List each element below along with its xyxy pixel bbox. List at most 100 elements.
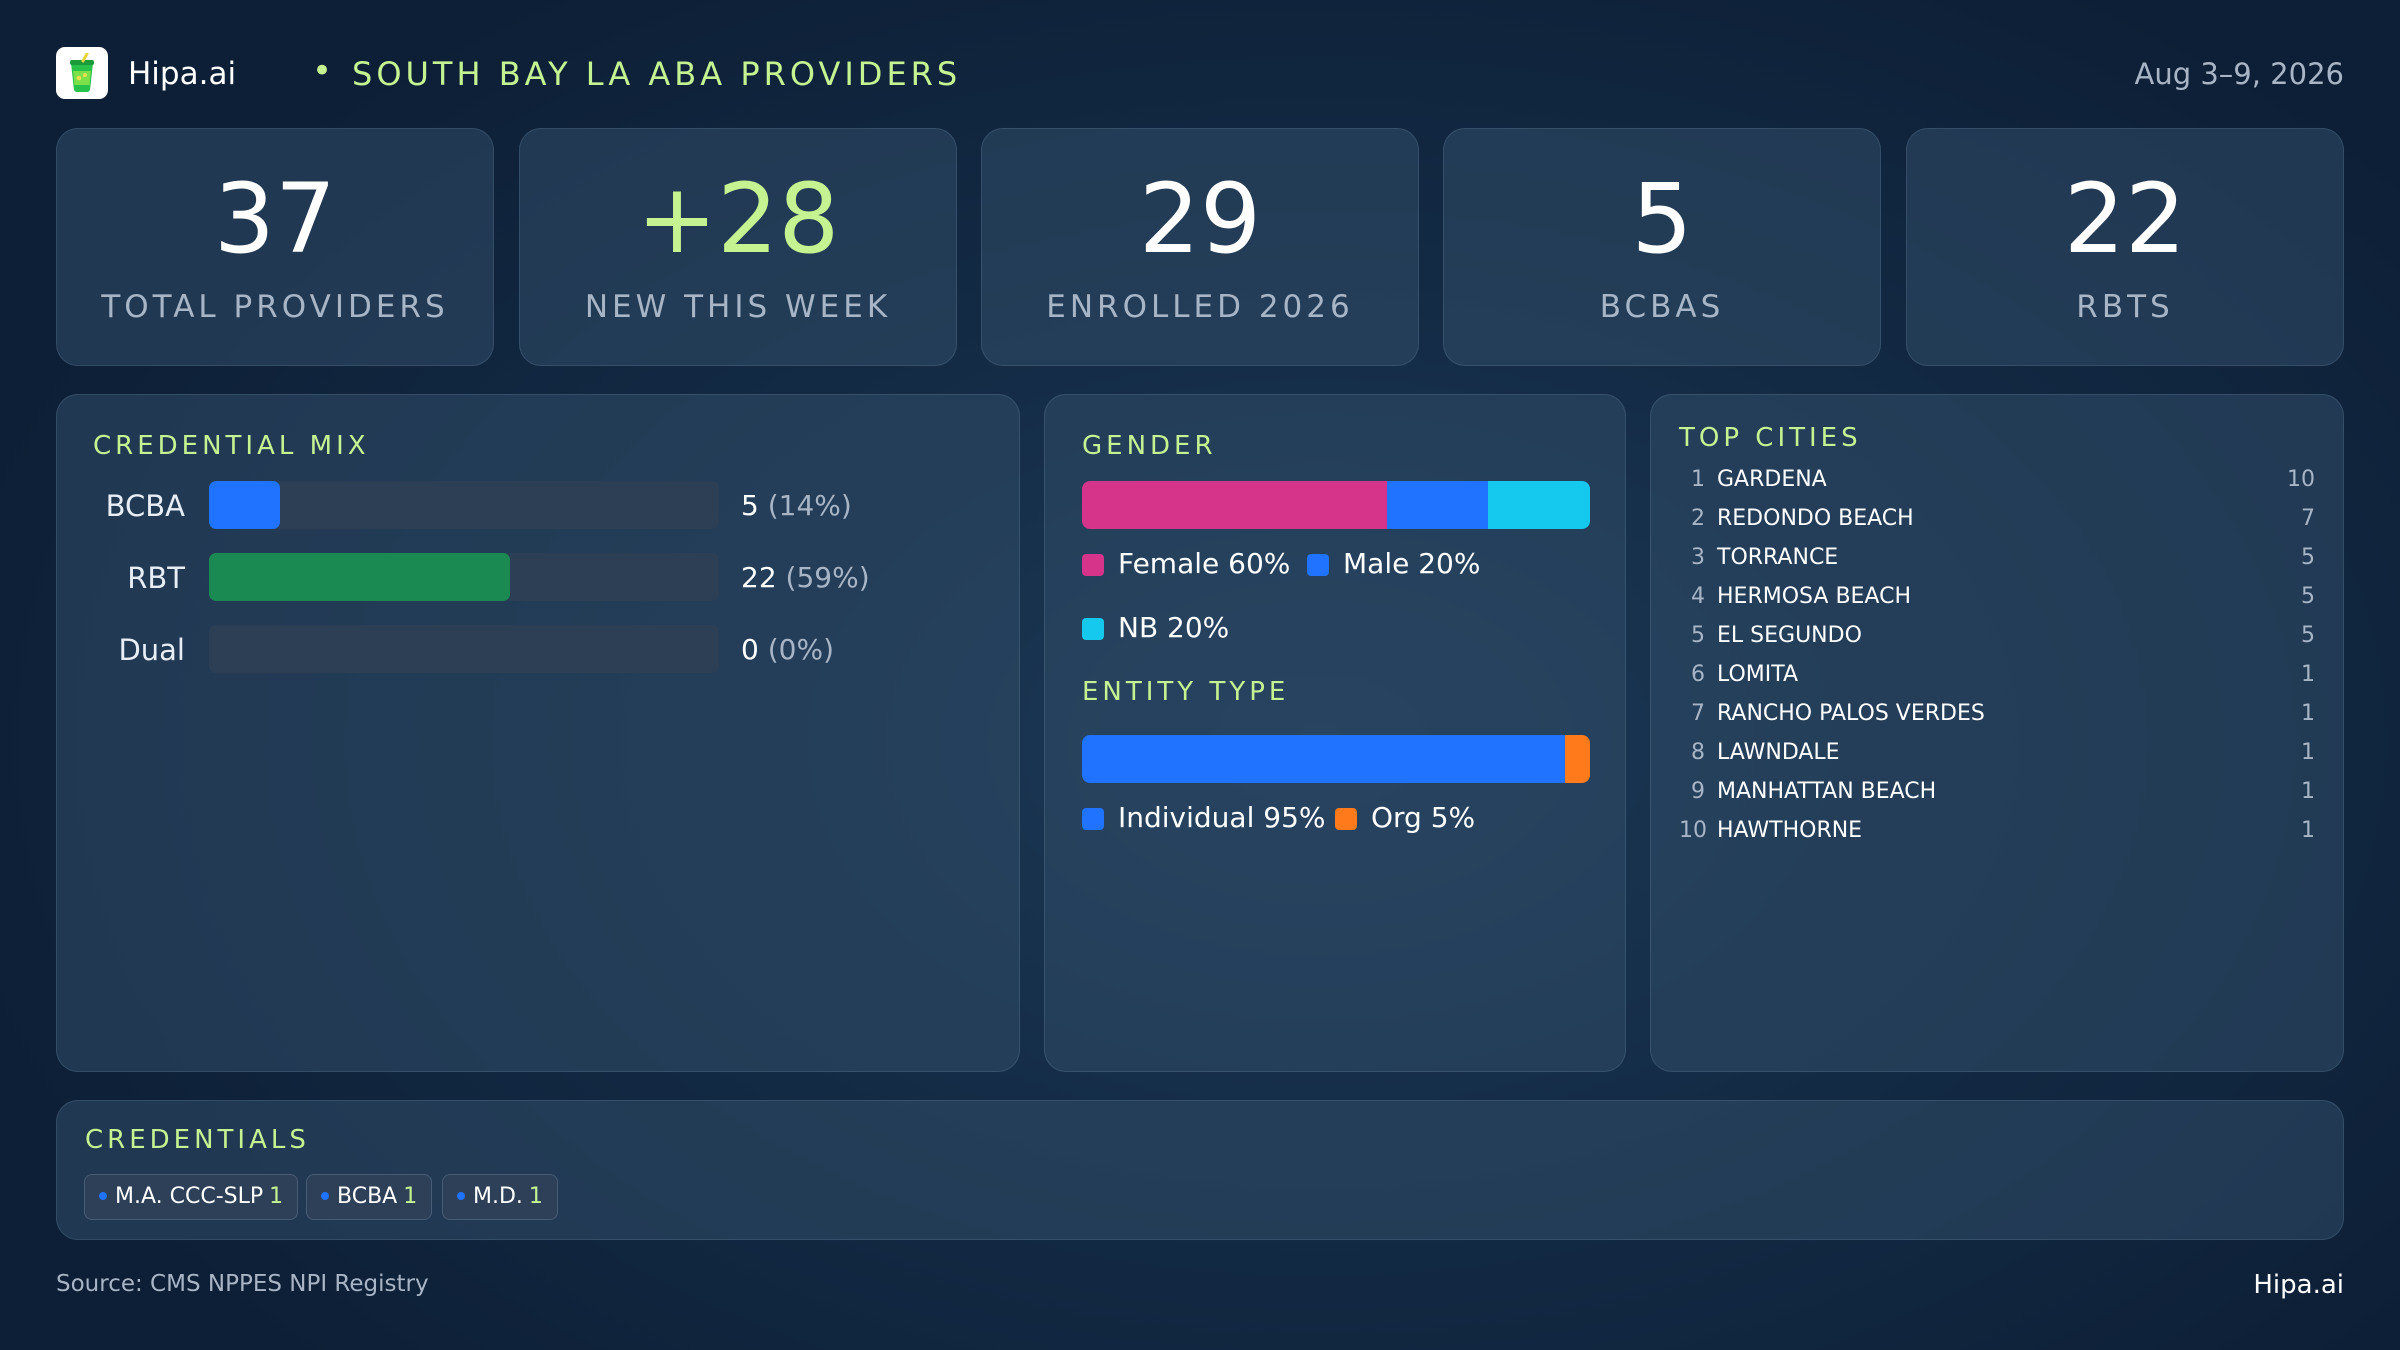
city-row: 6 LOMITA 1 xyxy=(1679,662,2315,698)
gender-entity-panel: GENDER Female 60% Male 20% NB 20% ENTITY… xyxy=(1044,394,1626,1072)
legend-swatch xyxy=(1335,808,1357,830)
legend-org: Org 5% xyxy=(1335,801,1475,834)
city-name: HERMOSA BEACH xyxy=(1717,584,1912,609)
title-separator: • xyxy=(312,51,333,91)
credentials-panel: CREDENTIALS xyxy=(56,1100,2344,1240)
credential-chip[interactable]: M.A. CCC-SLP 1 xyxy=(84,1174,299,1220)
credential-label: RBT xyxy=(127,561,185,595)
top-cities-title: TOP CITIES xyxy=(1679,423,1862,453)
entity-type-title: ENTITY TYPE xyxy=(1082,677,1290,707)
city-name: EL SEGUNDO xyxy=(1717,623,1862,648)
stacked-bar-segment xyxy=(1386,481,1489,529)
city-count: 5 xyxy=(2301,545,2315,570)
city-name: REDONDO BEACH xyxy=(1717,506,1914,531)
credential-chip[interactable]: M.D. 1 xyxy=(442,1174,558,1220)
date-range: Aug 3–9, 2026 xyxy=(2134,57,2345,91)
chip-dot xyxy=(99,1192,107,1200)
stacked-bar-segment xyxy=(1488,481,1590,529)
city-rank: 4 xyxy=(1691,584,1705,609)
city-row: 5 EL SEGUNDO 5 xyxy=(1679,623,2315,659)
legend-male: Male 20% xyxy=(1307,547,1480,580)
kpi-value: 5 xyxy=(1631,163,1693,275)
city-rank: 5 xyxy=(1691,623,1705,648)
kpi-card-enrolled-2026: 29 ENROLLED 2026 xyxy=(981,128,1419,366)
city-name: HAWTHORNE xyxy=(1717,818,1863,843)
credential-row-rbt: RBT 22 (59%) xyxy=(93,553,870,601)
kpi-card-bcbas: 5 BCBAS xyxy=(1443,128,1881,366)
kpi-value: 29 xyxy=(1138,163,1262,275)
city-count: 1 xyxy=(2301,662,2315,687)
city-name: RANCHO PALOS VERDES xyxy=(1717,701,1985,726)
gender-title: GENDER xyxy=(1082,431,1217,461)
kpi-card-total-providers: 37 TOTAL PROVIDERS xyxy=(56,128,494,366)
city-name: TORRANCE xyxy=(1717,545,1839,570)
legend-swatch xyxy=(1082,808,1104,830)
city-rank: 1 xyxy=(1691,467,1705,492)
legend-individual: Individual 95% xyxy=(1082,801,1326,834)
chip-count: 1 xyxy=(403,1184,418,1209)
city-row: 10 HAWTHORNE 1 xyxy=(1679,818,2315,854)
credential-pct: (59%) xyxy=(785,561,870,594)
chip-count: 1 xyxy=(528,1184,543,1209)
credential-pct: (14%) xyxy=(767,489,852,522)
city-rank: 10 xyxy=(1679,818,1707,843)
chip-label: M.D. xyxy=(473,1184,523,1209)
credential-mix-title: CREDENTIAL MIX xyxy=(93,431,370,461)
entity-stacked-bar xyxy=(1082,735,1590,783)
credential-value: 5 (14%) xyxy=(741,489,852,522)
credential-bar-track xyxy=(209,481,719,529)
credential-bar-fill xyxy=(209,553,510,601)
footer-brand: Hipa.ai xyxy=(2253,1270,2344,1300)
city-count: 10 xyxy=(2287,467,2315,492)
city-count: 1 xyxy=(2301,818,2315,843)
credential-mix-panel: CREDENTIAL MIX BCBA 5 (14%) RBT 22 (59%)… xyxy=(56,394,1020,1072)
city-row: 2 REDONDO BEACH 7 xyxy=(1679,506,2315,542)
stacked-bar-segment xyxy=(1564,735,1590,783)
city-count: 1 xyxy=(2301,701,2315,726)
kpi-label: TOTAL PROVIDERS xyxy=(101,289,449,325)
city-rank: 7 xyxy=(1691,701,1705,726)
city-count: 5 xyxy=(2301,584,2315,609)
kpi-value: +28 xyxy=(636,163,840,275)
city-count: 1 xyxy=(2301,740,2315,765)
kpi-value: 22 xyxy=(2063,163,2187,275)
stacked-bar-segment xyxy=(1082,735,1565,783)
city-count: 1 xyxy=(2301,779,2315,804)
credential-count: 22 xyxy=(741,561,777,594)
header: Hipa.ai • SOUTH BAY LA ABA PROVIDERS Aug… xyxy=(56,47,2344,101)
credential-value: 0 (0%) xyxy=(741,633,834,666)
city-rank: 3 xyxy=(1691,545,1705,570)
legend-swatch xyxy=(1307,554,1329,576)
credential-pct: (0%) xyxy=(767,633,835,666)
city-rank: 2 xyxy=(1691,506,1705,531)
city-name: MANHATTAN BEACH xyxy=(1717,779,1937,804)
page-title: SOUTH BAY LA ABA PROVIDERS xyxy=(352,55,962,93)
kpi-label: BCBAS xyxy=(1599,289,1725,325)
chip-count: 1 xyxy=(269,1184,284,1209)
legend-label: Male 20% xyxy=(1343,547,1481,580)
chip-dot xyxy=(321,1192,329,1200)
credentials-title: CREDENTIALS xyxy=(85,1125,310,1155)
legend-label: Female 60% xyxy=(1118,547,1291,580)
city-count: 5 xyxy=(2301,623,2315,648)
credential-row-bcba: BCBA 5 (14%) xyxy=(93,481,852,529)
source-note: Source: CMS NPPES NPI Registry xyxy=(56,1271,429,1297)
legend-nb: NB 20% xyxy=(1082,611,1229,644)
kpi-value: 37 xyxy=(213,163,337,275)
chip-dot xyxy=(457,1192,465,1200)
credential-bar-fill xyxy=(209,481,281,529)
chip-label: BCBA xyxy=(337,1184,398,1209)
kpi-label: RBTS xyxy=(2076,289,2174,325)
city-row: 8 LAWNDALE 1 xyxy=(1679,740,2315,776)
legend-label: Individual 95% xyxy=(1118,801,1326,834)
brand-name: Hipa.ai xyxy=(128,56,237,92)
legend-swatch xyxy=(1082,618,1104,640)
gender-stacked-bar xyxy=(1082,481,1590,529)
credential-chip[interactable]: BCBA 1 xyxy=(306,1174,433,1220)
credential-row-dual: Dual 0 (0%) xyxy=(93,625,834,673)
credential-bar-track xyxy=(209,625,719,673)
kpi-label: NEW THIS WEEK xyxy=(584,289,892,325)
city-rank: 9 xyxy=(1691,779,1705,804)
credential-count: 5 xyxy=(741,489,759,522)
city-name: LAWNDALE xyxy=(1717,740,1840,765)
